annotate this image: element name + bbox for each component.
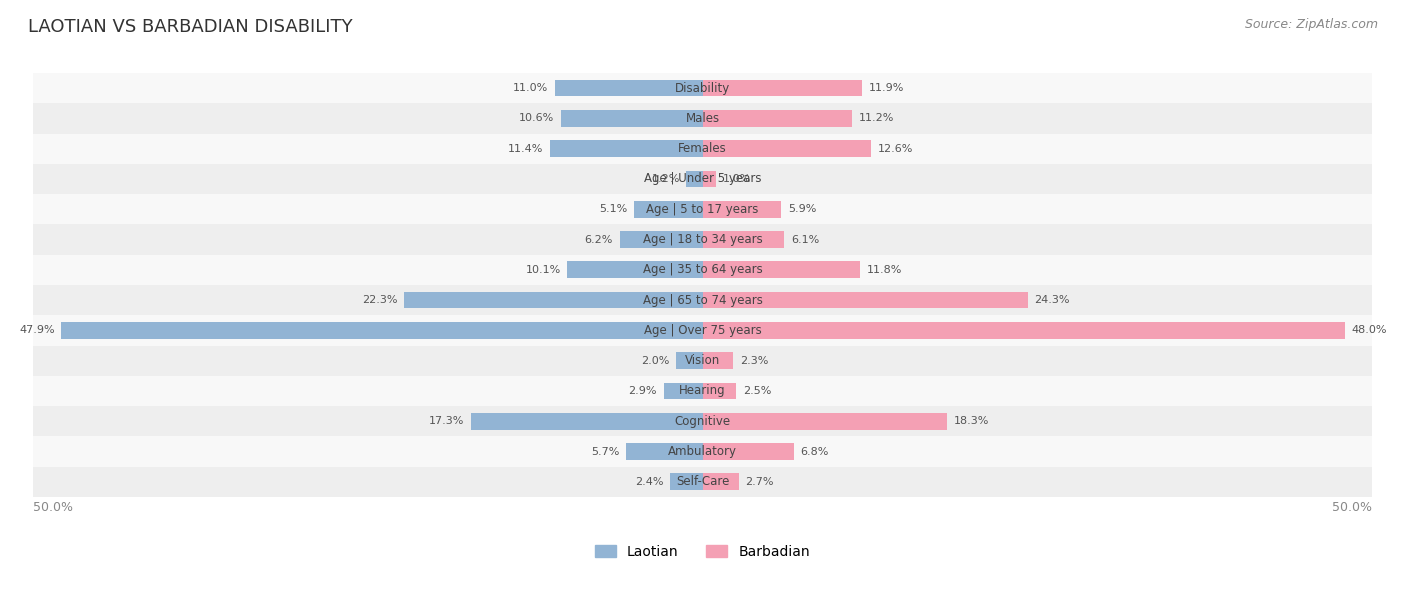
Text: Females: Females [678, 142, 727, 155]
Bar [686, 171, 703, 187]
Text: Age | Over 75 years: Age | Over 75 years [644, 324, 762, 337]
Bar [703, 353, 734, 369]
Text: Source: ZipAtlas.com: Source: ZipAtlas.com [1244, 18, 1378, 31]
Text: 2.4%: 2.4% [636, 477, 664, 487]
Text: 12.6%: 12.6% [877, 144, 914, 154]
Text: 48.0%: 48.0% [1351, 326, 1388, 335]
Text: 11.9%: 11.9% [869, 83, 904, 93]
Text: Ambulatory: Ambulatory [668, 445, 737, 458]
Text: 2.5%: 2.5% [742, 386, 770, 396]
Bar [34, 285, 1372, 315]
Bar [62, 322, 703, 338]
Bar [703, 413, 948, 430]
Text: LAOTIAN VS BARBADIAN DISABILITY: LAOTIAN VS BARBADIAN DISABILITY [28, 18, 353, 36]
Bar [34, 225, 1372, 255]
Text: Age | 5 to 17 years: Age | 5 to 17 years [647, 203, 759, 216]
Bar [34, 73, 1372, 103]
Bar [34, 346, 1372, 376]
Bar [34, 436, 1372, 467]
Text: 1.0%: 1.0% [723, 174, 751, 184]
Bar [703, 474, 738, 490]
Bar [703, 171, 716, 187]
Bar [703, 201, 782, 218]
Text: Self-Care: Self-Care [676, 476, 730, 488]
Text: 17.3%: 17.3% [429, 416, 464, 426]
Text: 5.7%: 5.7% [591, 447, 620, 457]
Bar [703, 231, 785, 248]
Bar [34, 133, 1372, 164]
Bar [703, 322, 1346, 338]
Text: 2.0%: 2.0% [641, 356, 669, 365]
Bar [626, 443, 703, 460]
Bar [555, 80, 703, 97]
Bar [34, 467, 1372, 497]
Bar [34, 406, 1372, 436]
Bar [703, 443, 793, 460]
Text: 6.2%: 6.2% [585, 234, 613, 245]
Text: 10.1%: 10.1% [526, 265, 561, 275]
Bar [703, 140, 872, 157]
Text: 10.6%: 10.6% [519, 113, 554, 124]
Text: 50.0%: 50.0% [1331, 501, 1372, 514]
Text: 11.2%: 11.2% [859, 113, 894, 124]
Bar [471, 413, 703, 430]
Text: Age | 18 to 34 years: Age | 18 to 34 years [643, 233, 762, 246]
Text: 24.3%: 24.3% [1035, 295, 1070, 305]
Bar [703, 292, 1028, 308]
Text: 6.8%: 6.8% [800, 447, 828, 457]
Bar [404, 292, 703, 308]
Bar [34, 315, 1372, 346]
Bar [703, 80, 862, 97]
Bar [671, 474, 703, 490]
Bar [664, 382, 703, 399]
Text: Age | 65 to 74 years: Age | 65 to 74 years [643, 294, 762, 307]
Bar [703, 261, 860, 278]
Text: 11.8%: 11.8% [868, 265, 903, 275]
Text: 1.2%: 1.2% [651, 174, 679, 184]
Text: Cognitive: Cognitive [675, 415, 731, 428]
Bar [550, 140, 703, 157]
Bar [703, 110, 852, 127]
Text: Age | 35 to 64 years: Age | 35 to 64 years [643, 263, 762, 277]
Bar [34, 164, 1372, 194]
Text: Disability: Disability [675, 81, 730, 95]
Text: 5.1%: 5.1% [599, 204, 627, 214]
Bar [34, 194, 1372, 225]
Text: 2.3%: 2.3% [740, 356, 768, 365]
Text: 18.3%: 18.3% [955, 416, 990, 426]
Text: Hearing: Hearing [679, 384, 725, 397]
Text: 5.9%: 5.9% [789, 204, 817, 214]
Text: 2.7%: 2.7% [745, 477, 773, 487]
Bar [34, 255, 1372, 285]
Bar [676, 353, 703, 369]
Text: 22.3%: 22.3% [361, 295, 398, 305]
Text: 6.1%: 6.1% [790, 234, 820, 245]
Bar [34, 376, 1372, 406]
Text: 2.9%: 2.9% [628, 386, 657, 396]
Text: Males: Males [686, 112, 720, 125]
Bar [634, 201, 703, 218]
Text: Age | Under 5 years: Age | Under 5 years [644, 173, 761, 185]
Legend: Laotian, Barbadian: Laotian, Barbadian [589, 539, 815, 564]
Text: Vision: Vision [685, 354, 720, 367]
Text: 11.0%: 11.0% [513, 83, 548, 93]
Bar [34, 103, 1372, 133]
Text: 50.0%: 50.0% [34, 501, 73, 514]
Bar [567, 261, 703, 278]
Bar [703, 382, 735, 399]
Text: 11.4%: 11.4% [508, 144, 543, 154]
Bar [620, 231, 703, 248]
Text: 47.9%: 47.9% [20, 326, 55, 335]
Bar [561, 110, 703, 127]
